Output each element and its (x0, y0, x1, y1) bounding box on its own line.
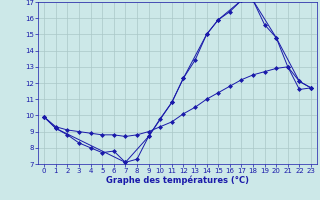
X-axis label: Graphe des températures (°C): Graphe des températures (°C) (106, 176, 249, 185)
